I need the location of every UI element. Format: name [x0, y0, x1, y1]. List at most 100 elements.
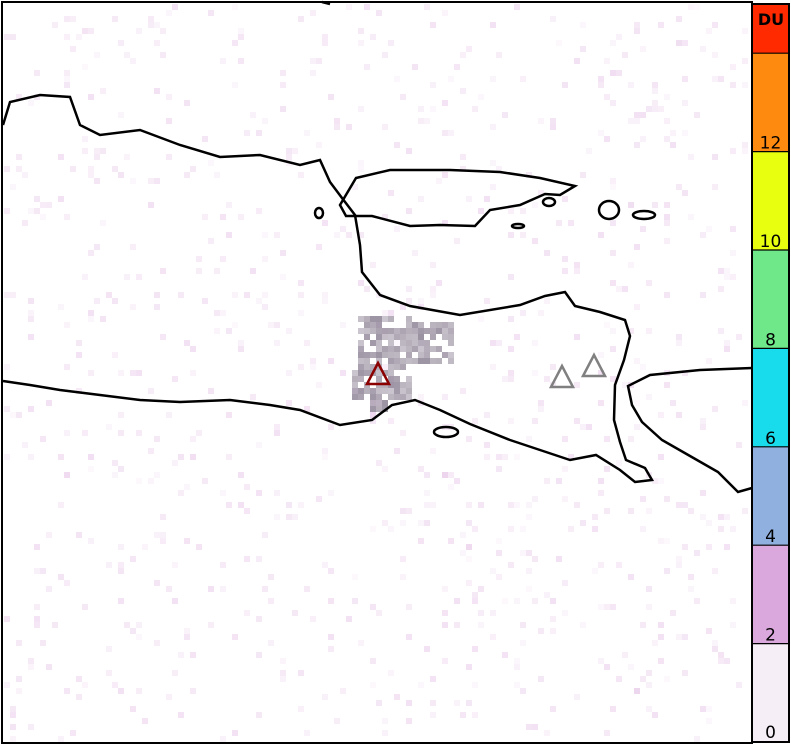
noise-pixel: [46, 400, 52, 406]
noise-pixel: [598, 370, 604, 376]
noise-pixel: [64, 364, 70, 370]
noise-pixel: [724, 268, 730, 274]
noise-pixel: [4, 454, 10, 460]
noise-pixel: [76, 352, 82, 358]
noise-pixel: [646, 508, 652, 514]
active-volcano-triangle-icon[interactable]: [364, 360, 392, 386]
noise-pixel: [730, 148, 736, 154]
noise-pixel: [520, 550, 526, 556]
noise-pixel: [442, 130, 448, 136]
noise-pixel: [364, 64, 370, 70]
noise-pixel: [634, 400, 640, 406]
plume-pixel: [358, 370, 364, 376]
noise-pixel: [640, 622, 646, 628]
noise-pixel: [88, 454, 94, 460]
noise-pixel: [676, 40, 682, 46]
noise-pixel: [292, 514, 298, 520]
noise-pixel: [376, 610, 382, 616]
noise-pixel: [592, 526, 598, 532]
plume-pixel: [358, 394, 364, 400]
noise-pixel: [382, 520, 388, 526]
noise-pixel: [112, 298, 118, 304]
noise-pixel: [136, 634, 142, 640]
noise-pixel: [724, 544, 730, 550]
noise-pixel: [454, 700, 460, 706]
noise-pixel: [196, 544, 202, 550]
plume-pixel: [424, 340, 430, 346]
noise-pixel: [556, 556, 562, 562]
noise-pixel: [10, 184, 16, 190]
noise-pixel: [256, 652, 262, 658]
noise-pixel: [712, 154, 718, 160]
plume-pixel: [394, 394, 400, 400]
plume-pixel: [388, 352, 394, 358]
noise-pixel: [670, 142, 676, 148]
noise-pixel: [640, 226, 646, 232]
noise-pixel: [400, 304, 406, 310]
volcano-triangle-icon[interactable]: [548, 363, 576, 389]
noise-pixel: [670, 610, 676, 616]
noise-pixel: [538, 310, 544, 316]
noise-pixel: [664, 202, 670, 208]
noise-pixel: [598, 130, 604, 136]
noise-pixel: [418, 520, 424, 526]
noise-pixel: [88, 310, 94, 316]
noise-pixel: [160, 52, 166, 58]
noise-pixel: [628, 262, 634, 268]
noise-pixel: [508, 418, 514, 424]
noise-pixel: [586, 148, 592, 154]
noise-pixel: [340, 688, 346, 694]
noise-pixel: [712, 646, 718, 652]
noise-pixel: [100, 220, 106, 226]
noise-pixel: [622, 382, 628, 388]
noise-pixel: [400, 520, 406, 526]
noise-pixel: [430, 106, 436, 112]
noise-pixel: [526, 502, 532, 508]
noise-pixel: [136, 430, 142, 436]
noise-pixel: [40, 436, 46, 442]
noise-pixel: [550, 364, 556, 370]
noise-pixel: [574, 382, 580, 388]
plume-pixel: [430, 334, 436, 340]
noise-pixel: [130, 706, 136, 712]
noise-pixel: [394, 76, 400, 82]
noise-pixel: [358, 28, 364, 34]
noise-pixel: [634, 424, 640, 430]
noise-pixel: [718, 286, 724, 292]
plume-pixel: [406, 328, 412, 334]
noise-pixel: [520, 640, 526, 646]
noise-pixel: [208, 622, 214, 628]
noise-pixel: [610, 328, 616, 334]
noise-pixel: [532, 418, 538, 424]
noise-pixel: [742, 82, 748, 88]
noise-pixel: [178, 454, 184, 460]
coastlines: [1, 0, 753, 494]
plume-pixel: [382, 400, 388, 406]
noise-pixel: [28, 298, 34, 304]
noise-pixel: [28, 310, 34, 316]
plume-pixel: [424, 358, 430, 364]
noise-pixel: [652, 100, 658, 106]
colorbar-tick-label: 0: [765, 723, 776, 743]
noise-pixel: [148, 22, 154, 28]
noise-pixel: [508, 274, 514, 280]
plume-pixel: [412, 322, 418, 328]
noise-pixel: [442, 100, 448, 106]
noise-pixel: [652, 106, 658, 112]
noise-pixel: [640, 496, 646, 502]
noise-pixel: [682, 40, 688, 46]
noise-pixel: [388, 40, 394, 46]
noise-pixel: [160, 538, 166, 544]
noise-pixel: [262, 118, 268, 124]
noise-pixel: [430, 22, 436, 28]
colorbar-tick-label: 12: [760, 134, 782, 154]
volcano-triangle-icon[interactable]: [580, 352, 608, 378]
noise-pixel: [562, 196, 568, 202]
noise-pixel: [574, 334, 580, 340]
noise-pixel: [154, 40, 160, 46]
noise-pixel: [88, 316, 94, 322]
plume-pixel: [406, 334, 412, 340]
small-island: [510, 222, 526, 230]
noise-pixel: [646, 670, 652, 676]
noise-pixel: [676, 340, 682, 346]
